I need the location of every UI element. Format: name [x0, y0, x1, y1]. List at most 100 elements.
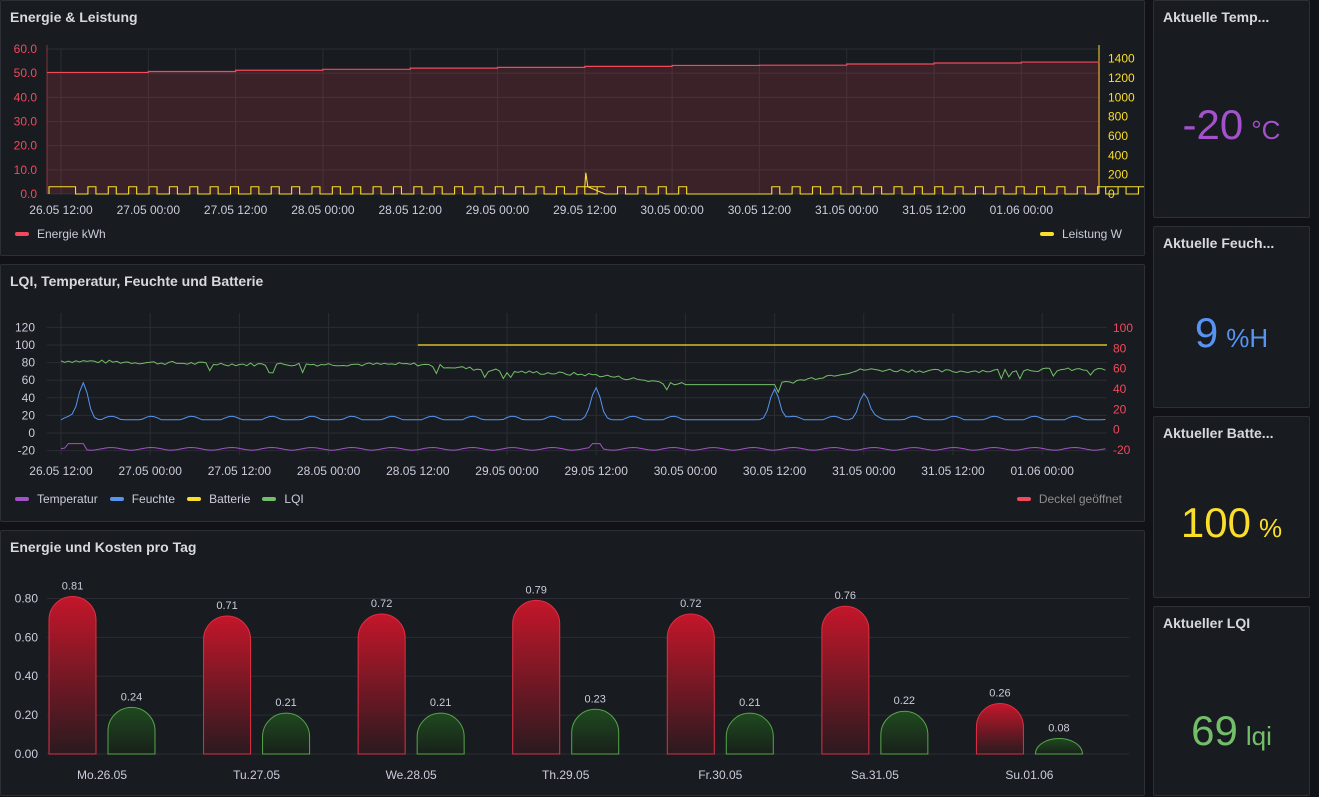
- stat-panel-temperature: Aktuelle Temp... -20 °C: [1153, 0, 1310, 218]
- legend-item-leistung[interactable]: Leistung W: [1039, 227, 1122, 241]
- y-left-tick-label: -20: [18, 444, 36, 458]
- energy-bar: [666, 613, 715, 755]
- feuchte-line: [60, 381, 1106, 421]
- legend-label: Leistung W: [1061, 227, 1122, 241]
- stat-number: 100: [1180, 499, 1251, 546]
- stat-value-humidity: 9 %H: [1154, 309, 1309, 357]
- stat-title[interactable]: Aktueller LQI: [1163, 615, 1251, 631]
- x-tick-label: 28.05 00:00: [297, 464, 361, 478]
- panel-title[interactable]: Energie & Leistung: [10, 9, 138, 25]
- bar-value-label: 0.21: [275, 697, 296, 709]
- x-tick-label: 31.05 12:00: [921, 464, 985, 478]
- x-tick-label: 27.05 00:00: [117, 203, 181, 217]
- legend-item-batterie[interactable]: Batterie: [187, 492, 250, 506]
- x-tick-label: 31.05 00:00: [815, 203, 879, 217]
- y-right-tick-label: 200: [1108, 168, 1128, 182]
- stat-value-battery: 100%: [1154, 499, 1309, 547]
- legend-swatch: [1039, 232, 1054, 236]
- y-left-tick-label: 30.0: [14, 115, 38, 129]
- y-right-tick-label: 600: [1108, 129, 1128, 143]
- y-left-tick-label: 20.0: [14, 139, 38, 153]
- energy-bar: [203, 615, 252, 755]
- legend-label: Temperatur: [37, 492, 98, 506]
- stat-title[interactable]: Aktuelle Feuch...: [1163, 235, 1275, 251]
- legend-label: Feuchte: [131, 492, 176, 506]
- y-left-tick-label: 0.0: [20, 187, 37, 201]
- x-tick-label: 28.05 12:00: [386, 464, 450, 478]
- legend-item-deckel[interactable]: Deckel geöffnet: [1016, 492, 1122, 506]
- cost-bar: [1034, 737, 1083, 755]
- legend-item-lqi[interactable]: LQI: [262, 492, 304, 506]
- x-tick-label: 31.05 00:00: [832, 464, 896, 478]
- bar-value-label: 0.76: [835, 590, 856, 602]
- x-tick-label: 31.05 12:00: [902, 203, 966, 217]
- legend-swatch: [109, 497, 124, 501]
- x-category-label: Sa.31.05: [851, 768, 899, 782]
- y-left-tick-label: 60: [22, 373, 36, 387]
- bar-value-label: 0.23: [585, 693, 606, 705]
- y-left-tick-label: 0: [28, 426, 35, 440]
- y-tick-label: 0.60: [15, 630, 39, 644]
- x-tick-label: 30.05 00:00: [640, 203, 704, 217]
- legend-swatch: [187, 497, 202, 501]
- bar-value-label: 0.24: [121, 691, 142, 703]
- stat-number: 69: [1191, 707, 1238, 754]
- bar-value-label: 0.71: [216, 600, 237, 612]
- y-right-tick-label: 20: [1113, 402, 1127, 416]
- y-right-tick-label: 0: [1113, 423, 1120, 437]
- daily-panel: Energie und Kosten pro Tag 0.00 0.20 0.40 0…: [0, 530, 1145, 796]
- energy-bar: [821, 605, 870, 755]
- legend-swatch: [15, 497, 29, 501]
- energie-line: [47, 61, 1100, 74]
- y-tick-label: 0.20: [15, 708, 39, 722]
- panel-title[interactable]: Energie und Kosten pro Tag: [10, 539, 197, 555]
- y-right-tick-label: 1000: [1108, 90, 1135, 104]
- y-left-tick-label: 120: [15, 320, 35, 334]
- stat-title[interactable]: Aktuelle Temp...: [1163, 9, 1270, 25]
- cost-bar: [107, 706, 156, 755]
- cost-bar: [725, 712, 774, 755]
- y-left-tick-label: 100: [15, 338, 35, 352]
- stat-unit: °C: [1251, 115, 1281, 145]
- cost-bar: [262, 712, 311, 755]
- y-left-tick-label: 20: [22, 408, 36, 422]
- bar-value-label: 0.26: [989, 687, 1010, 699]
- legend-label: Batterie: [209, 492, 251, 506]
- y-right-tick-label: 80: [1113, 341, 1127, 355]
- cost-bar: [571, 708, 620, 755]
- y-right-tick-label: 800: [1108, 110, 1128, 124]
- leistung-line: [48, 172, 1144, 195]
- stat-title[interactable]: Aktueller Batte...: [1163, 425, 1274, 441]
- bar-value-label: 0.22: [894, 695, 915, 707]
- sensors-panel: LQI, Temperatur, Feuchte und Batterie -2…: [0, 264, 1145, 522]
- legend-label: Energie kWh: [37, 227, 106, 241]
- x-category-label: Su.01.06: [1005, 768, 1053, 782]
- y-right-tick-label: 60: [1113, 362, 1127, 376]
- y-right-tick-label: -20: [1113, 443, 1131, 457]
- x-tick-label: 29.05 12:00: [553, 203, 617, 217]
- legend-item-feuchte[interactable]: Feuchte: [109, 492, 176, 506]
- bar-value-label: 0.72: [680, 598, 701, 610]
- x-tick-label: 27.05 12:00: [208, 464, 272, 478]
- legend-item-energie[interactable]: Energie kWh: [15, 227, 106, 241]
- y-right-tick-label: 40: [1113, 382, 1127, 396]
- y-tick-label: 0.00: [15, 747, 39, 761]
- y-right-tick-label: 100: [1113, 321, 1133, 335]
- y-left-tick-label: 80: [22, 356, 36, 370]
- stat-unit: %H: [1226, 323, 1269, 353]
- legend-label: Deckel geöffnet: [1038, 492, 1122, 506]
- energy-bar: [357, 613, 406, 755]
- panel-title[interactable]: LQI, Temperatur, Feuchte und Batterie: [10, 273, 264, 289]
- legend-swatch: [1016, 497, 1031, 501]
- stat-panel-battery: Aktueller Batte... 100%: [1153, 416, 1310, 598]
- x-tick-label: 29.05 12:00: [564, 464, 628, 478]
- y-left-tick-label: 50.0: [14, 66, 38, 80]
- energy-bar: [512, 599, 561, 755]
- stat-number: -20: [1182, 101, 1244, 148]
- legend-swatch: [15, 232, 29, 236]
- legend-item-temperatur[interactable]: Temperatur: [15, 492, 98, 506]
- y-right-tick-label: 1400: [1108, 52, 1135, 66]
- stat-panel-humidity: Aktuelle Feuch... 9 %H: [1153, 226, 1310, 408]
- y-left-tick-label: 10.0: [14, 163, 38, 177]
- y-left-tick-label: 40: [22, 391, 36, 405]
